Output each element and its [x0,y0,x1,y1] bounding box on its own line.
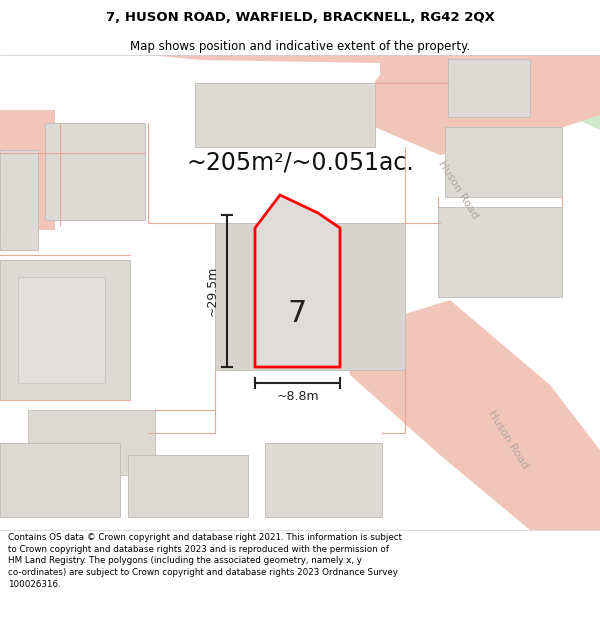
Polygon shape [150,55,600,70]
Text: 7: 7 [287,299,307,328]
Text: Huson Road: Huson Road [486,409,530,471]
Polygon shape [0,443,120,517]
Polygon shape [345,300,600,530]
Polygon shape [18,277,105,383]
Polygon shape [265,443,382,517]
Polygon shape [255,195,340,367]
Polygon shape [28,410,155,475]
Text: ~205m²/~0.051ac.: ~205m²/~0.051ac. [186,151,414,175]
Text: Map shows position and indicative extent of the property.: Map shows position and indicative extent… [130,39,470,52]
Polygon shape [445,127,562,197]
Polygon shape [0,150,38,250]
Polygon shape [195,83,375,147]
Polygon shape [438,207,562,297]
Polygon shape [0,110,55,230]
Text: ~8.8m: ~8.8m [276,391,319,404]
Polygon shape [45,123,145,220]
Text: ~29.5m: ~29.5m [205,266,218,316]
Text: Contains OS data © Crown copyright and database right 2021. This information is : Contains OS data © Crown copyright and d… [8,533,402,589]
Polygon shape [365,55,600,155]
Polygon shape [490,55,600,130]
Polygon shape [215,223,405,370]
Polygon shape [448,59,530,117]
Text: Huson Road: Huson Road [436,159,480,221]
Text: 7, HUSON ROAD, WARFIELD, BRACKNELL, RG42 2QX: 7, HUSON ROAD, WARFIELD, BRACKNELL, RG42… [106,11,494,24]
Polygon shape [128,455,248,517]
Polygon shape [0,260,130,400]
